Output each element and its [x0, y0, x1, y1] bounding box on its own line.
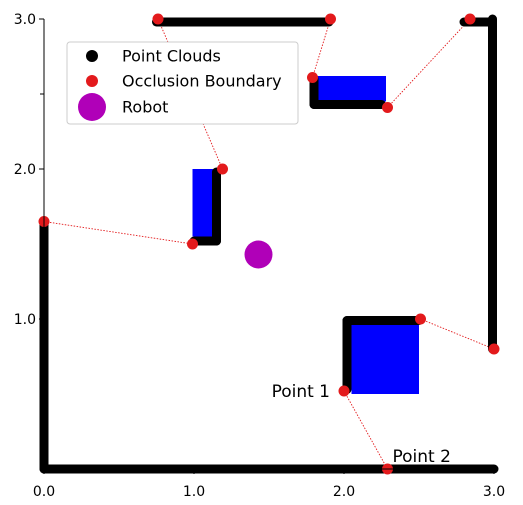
y-tick-label: 2.0	[14, 162, 36, 178]
occlusion-boundary-point	[187, 238, 198, 250]
occlusion-boundary-point	[415, 313, 426, 325]
obstacle-blue-box-top	[314, 76, 386, 102]
legend-frame	[66, 41, 299, 125]
occlusion-ray	[387, 18, 471, 108]
legend-label: Robot	[122, 98, 168, 117]
occlusion-ray	[43, 221, 193, 245]
legend: Point Clouds Occlusion Boundary Robot	[66, 41, 299, 125]
x-tick-label: 2.0	[333, 484, 355, 500]
legend-marker	[86, 75, 98, 87]
y-tick-label: 1.0	[14, 312, 36, 328]
occlusion-boundary-point	[325, 13, 336, 25]
obstacle-blue-box-bottom	[351, 323, 419, 394]
annotation-label: Point 2	[393, 447, 451, 467]
obstacles-layer	[192, 76, 419, 394]
occlusion-boundary-point	[307, 72, 318, 83]
x-tick-label: 1.0	[183, 484, 205, 500]
occlusion-ray	[312, 18, 331, 78]
axes-layer: 0.0 1.0 2.0 3.0 1.0 2.0 3.0	[14, 12, 505, 500]
annotations-layer: Point 1 Point 2	[272, 382, 451, 467]
annotation-label: Point 1	[272, 382, 330, 402]
occlusion-boundary-point	[382, 102, 393, 113]
robot-marker	[244, 240, 273, 269]
robot-layer	[244, 240, 273, 269]
occlusion-boundary-point	[338, 385, 350, 397]
occlusion-boundary-point	[488, 343, 500, 355]
legend-label: Point Clouds	[122, 47, 221, 66]
occlusion-boundary-layer	[38, 13, 500, 475]
legend-label: Occlusion Boundary	[122, 72, 282, 91]
x-tick-label: 3.0	[483, 484, 505, 500]
occlusion-ray	[420, 318, 495, 350]
occlusion-boundary-point	[152, 13, 164, 25]
legend-marker	[86, 50, 98, 62]
y-tick-label: 3.0	[14, 12, 36, 28]
x-tick-label: 0.0	[33, 484, 55, 500]
occlusion-boundary-point	[464, 13, 476, 25]
legend-marker	[78, 93, 106, 121]
occlusion-boundary-point	[217, 163, 228, 175]
